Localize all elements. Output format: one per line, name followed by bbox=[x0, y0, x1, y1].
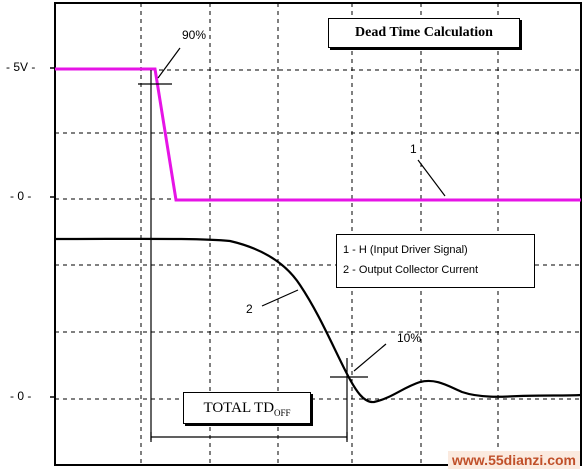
legend-item-1: 1 - H (Input Driver Signal) bbox=[343, 244, 468, 256]
plot-frame bbox=[54, 2, 582, 466]
trace-1-input-signal bbox=[55, 67, 581, 202]
legend-item-2: 2 - Output Collector Current bbox=[343, 264, 479, 276]
total-td-off-label: TOTAL TDOFF bbox=[183, 392, 311, 424]
legend: 1 - H (Input Driver Signal) 2 - Output C… bbox=[336, 234, 535, 288]
grid bbox=[55, 3, 581, 465]
y-label-5v: - 5V - bbox=[6, 60, 36, 74]
trace-1-label: 1 bbox=[410, 142, 417, 156]
trace-1-pointer bbox=[417, 159, 446, 197]
ninety-percent-marker bbox=[138, 47, 181, 440]
ninety-percent-label: 90% bbox=[182, 28, 207, 42]
y-label-zero-lower: - 0 - bbox=[10, 389, 32, 403]
td-main-text: TOTAL TD bbox=[203, 400, 275, 416]
trace-2-collector-current bbox=[54, 237, 582, 404]
watermark: www.55dianzi.com bbox=[448, 451, 580, 469]
y-label-zero-upper: - 0 - bbox=[10, 189, 32, 203]
axis-ticks bbox=[50, 67, 55, 398]
trace-2-pointer bbox=[261, 289, 299, 307]
td-subscript: OFF bbox=[274, 408, 291, 418]
chart-title: Dead Time Calculation bbox=[328, 18, 520, 48]
trace-2-label: 2 bbox=[246, 302, 253, 316]
ten-percent-marker bbox=[330, 343, 387, 440]
td-off-span bbox=[150, 432, 348, 442]
ten-percent-label: 10% bbox=[397, 331, 422, 345]
